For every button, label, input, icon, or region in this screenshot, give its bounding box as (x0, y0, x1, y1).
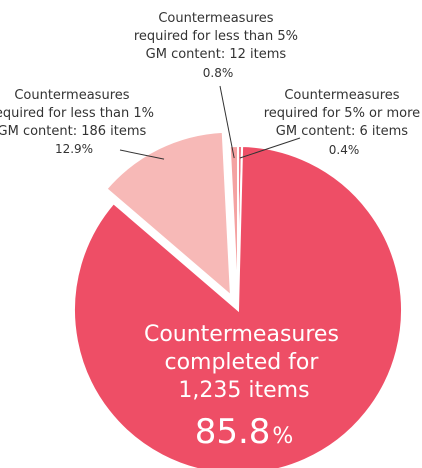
less-than-1-percent-slice (105, 130, 233, 298)
less-than-5-percent-label: Countermeasures required for less than 5… (134, 11, 302, 80)
less-than-5-percent-slice (228, 144, 239, 311)
less-than-5-percent-leader-line (219, 85, 235, 159)
pie-slices (73, 130, 403, 468)
leader-lines (119, 85, 301, 160)
five-percent-or-more-leader-line (239, 137, 301, 159)
completed-percent: 85.8% (195, 412, 294, 452)
less-than-1-percent-leader-line (119, 149, 165, 160)
less-than-1-percent-label: Countermeasures required for less than 1… (0, 88, 158, 156)
completed-label: Countermeasures completed for 1,235 item… (144, 322, 344, 403)
five-percent-or-more-label: Countermeasures required for 5% or more … (264, 88, 422, 157)
completed-slice (73, 145, 403, 468)
